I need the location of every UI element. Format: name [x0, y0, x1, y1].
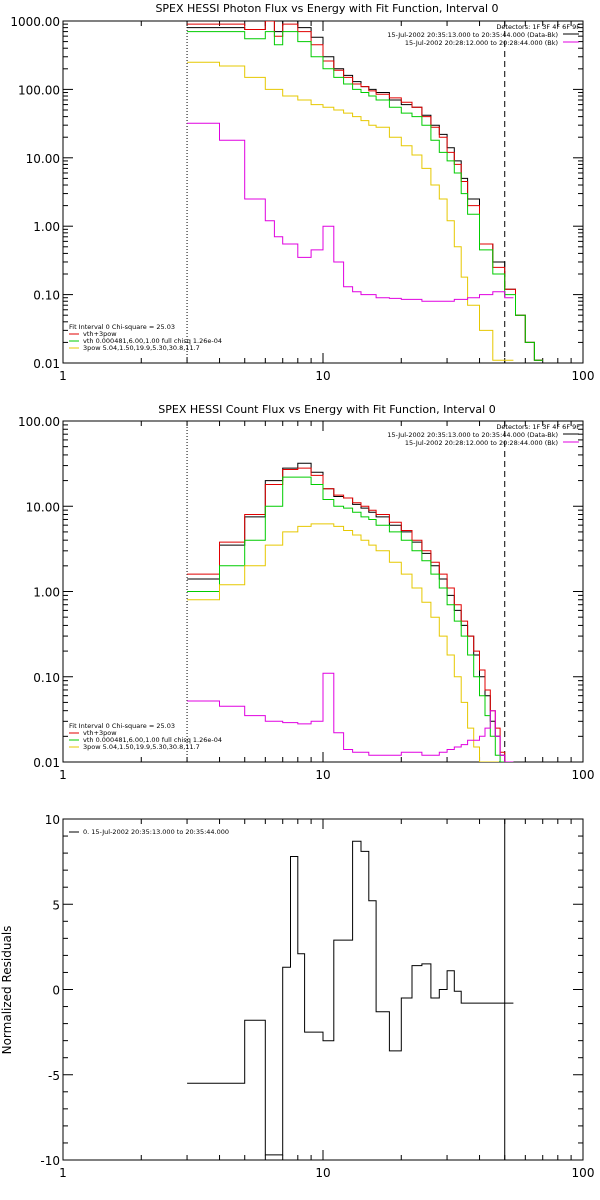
photon-header-line-1: 15-Jul-2002 20:35:13.000 to 20:35:44.000…	[387, 31, 558, 39]
photon-series-2	[187, 31, 543, 361]
residuals-ylabel: Normalized Residuals	[0, 926, 14, 1055]
photon-x-tick-label: 10	[315, 369, 330, 383]
photon-legend-entry-3: 3pow 5.04,1.50,19.9,5.30,30.8,11.7	[83, 344, 200, 352]
count-x-tick-label: 100	[572, 768, 595, 782]
photon-header-line-0: Detectors: 1F 3F 4F 6F 9F	[496, 23, 580, 31]
residual-y-tick-label: -10	[40, 1154, 60, 1168]
count-header-line-1: 15-Jul-2002 20:35:13.000 to 20:35:44.000…	[387, 431, 558, 439]
count-y-tick-label: 0.01	[33, 756, 60, 770]
count-x-tick-label: 1	[59, 768, 67, 782]
residual-y-tick-label: 10	[45, 813, 60, 827]
photon-y-tick-label: 100.00	[18, 83, 60, 97]
photon-legend-entry-0: Fit Interval 0 Chi-square = 25.03	[69, 323, 175, 331]
photon-legend-entry-2: vth 0.000481,6.00,1.00 full chisq 1.26e-…	[83, 337, 222, 345]
count-y-tick-label: 100.00	[18, 415, 60, 429]
residual-y-tick-label: 0	[52, 984, 60, 998]
count-legend-entry-1: vth+3pow	[83, 729, 117, 737]
photon-flux-panel: SPEX HESSI Photon Flux vs Energy with Fi…	[10, 2, 594, 383]
count-flux-panel: SPEX HESSI Count Flux vs Energy with Fit…	[18, 403, 594, 782]
count-legend-entry-2: vth 0.000481,6.00,1.00 full chisq 1.26e-…	[83, 736, 222, 744]
photon-flux-title: SPEX HESSI Photon Flux vs Energy with Fi…	[155, 2, 498, 15]
photon-series-1	[187, 21, 543, 361]
count-flux-title: SPEX HESSI Count Flux vs Energy with Fit…	[158, 403, 495, 416]
count-header-line-0: Detectors: 1F 3F 4F 6F 9F	[496, 423, 580, 431]
residual-x-tick-label: 1	[59, 1166, 67, 1180]
residual-y-tick-label: -5	[48, 1069, 60, 1083]
count-legend-entry-0: Fit Interval 0 Chi-square = 25.03	[69, 722, 175, 730]
residual-x-tick-label: 10	[315, 1166, 330, 1180]
count-series-3	[187, 523, 499, 762]
photon-y-tick-label: 1000.00	[10, 15, 60, 29]
count-y-tick-label: 1.00	[33, 586, 60, 600]
photon-y-tick-label: 10.00	[26, 152, 60, 166]
residual-x-tick-label: 100	[572, 1166, 595, 1180]
photon-x-tick-label: 100	[572, 369, 595, 383]
photon-y-tick-label: 0.10	[33, 289, 60, 303]
count-y-tick-label: 0.10	[33, 671, 60, 685]
photon-series-3	[187, 61, 514, 361]
count-series-2	[187, 476, 514, 762]
count-y-tick-label: 10.00	[26, 500, 60, 514]
photon-y-tick-label: 1.00	[33, 220, 60, 234]
count-x-tick-label: 10	[315, 768, 330, 782]
photon-series-0	[187, 21, 543, 361]
photon-x-tick-label: 1	[59, 369, 67, 383]
count-series-1	[187, 467, 514, 762]
residual-y-tick-label: 5	[52, 898, 60, 912]
count-header-line-2: 15-Jul-2002 20:28:12.000 to 20:28:44.000…	[405, 439, 558, 447]
photon-y-tick-label: 0.01	[33, 357, 60, 371]
count-series-0	[187, 462, 514, 762]
residual-legend-entry-0: 0. 15-Jul-2002 20:35:13.000 to 20:35:44.…	[83, 828, 229, 836]
count-series-4	[187, 672, 514, 762]
photon-header-line-2: 15-Jul-2002 20:28:12.000 to 20:28:44.000…	[405, 39, 558, 47]
residuals-panel: Normalized Residuals 1 10 100 10 5 0 -5 -10 0. 1…	[0, 813, 594, 1180]
photon-series-4	[187, 122, 514, 302]
residual-series-0	[187, 840, 514, 1156]
count-legend-entry-3: 3pow 5.04,1.50,19.9,5.30,30.8,11.7	[83, 743, 200, 751]
photon-legend-entry-1: vth+3pow	[83, 330, 117, 338]
